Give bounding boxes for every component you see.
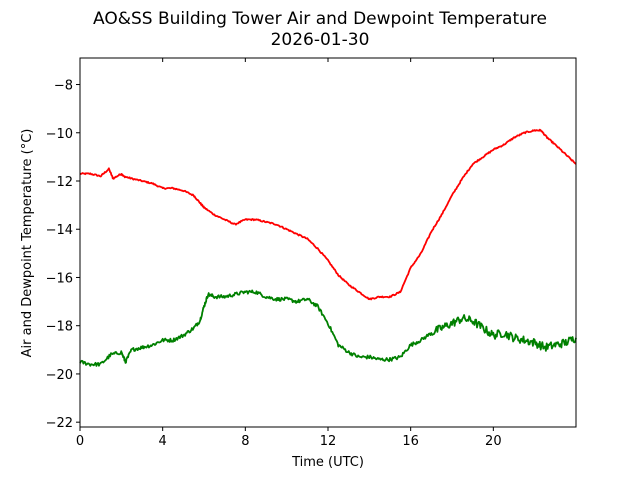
y-tick-label: −18 — [46, 320, 73, 335]
air-temperature-line — [79, 128, 577, 301]
y-tick-label: −20 — [46, 368, 73, 383]
dewpoint-temperature-line — [79, 289, 577, 367]
x-axis: 0 4 8 12 16 20 — [76, 58, 502, 449]
y-tick-label: −14 — [46, 223, 73, 238]
x-tick-label: 0 — [76, 434, 84, 449]
y-tick-label: −10 — [46, 127, 73, 142]
x-tick-label: 4 — [159, 434, 167, 449]
x-axis-label: Time (UTC) — [291, 455, 364, 470]
y-tick-label: −8 — [54, 79, 73, 94]
x-tick-label: 12 — [320, 434, 337, 449]
y-axis-label: Air and Dewpoint Temperature (°C) — [20, 129, 35, 358]
series-layer — [79, 128, 577, 367]
y-tick-label: −22 — [46, 416, 73, 431]
x-tick-label: 8 — [241, 434, 249, 449]
y-tick-label: −16 — [46, 271, 73, 286]
x-tick-label: 16 — [402, 434, 419, 449]
x-tick-label: 20 — [485, 434, 502, 449]
y-axis: −22 −20 −18 −16 −14 −12 −10 −8 — [46, 79, 80, 431]
y-tick-label: −12 — [46, 175, 73, 190]
chart-subtitle: 2026-01-30 — [271, 30, 370, 50]
chart-title: AO&SS Building Tower Air and Dewpoint Te… — [93, 9, 547, 29]
plot-area: 0 4 8 12 16 20 −22 −20 −18 −16 −14 −12 −10 −8 — [46, 57, 577, 449]
axes-frame — [79, 57, 577, 428]
